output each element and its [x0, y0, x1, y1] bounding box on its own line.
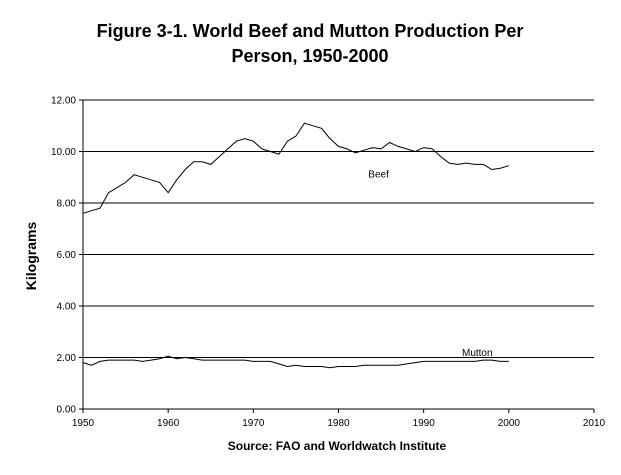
y-tick-label: 10.00: [51, 147, 76, 158]
x-tick-label: 1990: [413, 418, 436, 429]
series-lines: [82, 122, 509, 369]
series-labels: Beef Mutton: [368, 169, 492, 359]
y-axis-title: Kilograms: [23, 222, 39, 291]
y-tick-label: 8.00: [57, 199, 77, 210]
x-tick-label: 1960: [157, 418, 180, 429]
y-tick-label: 6.00: [57, 250, 77, 261]
x-tick-label: 1980: [327, 418, 350, 429]
x-tick-label: 1950: [72, 418, 95, 429]
x-tick-label: 1970: [242, 418, 265, 429]
axes: [79, 99, 595, 413]
y-tick-label: 4.00: [57, 302, 77, 313]
y-tick-label: 2.00: [57, 353, 77, 364]
x-tick-label: 2010: [583, 418, 606, 429]
y-tick-label: 12.00: [51, 96, 76, 107]
y-gridlines: [83, 99, 594, 358]
x-tick-label: 2000: [498, 418, 521, 429]
series-line-beef: [82, 122, 509, 214]
series-line-mutton: [82, 355, 509, 369]
source-note: Source: FAO and Worldwatch Institute: [228, 439, 447, 453]
y-tick-label: 0.00: [57, 405, 77, 416]
chart-title-line-1: Figure 3-1. World Beef and Mutton Produc…: [97, 21, 524, 41]
series-label-beef: Beef: [368, 169, 389, 180]
chart-title-line-2: Person, 1950-2000: [231, 46, 388, 66]
series-label-mutton: Mutton: [462, 348, 493, 359]
tick-labels: 0.00 2.00 4.00 6.00 8.00 10.00 12.00 1950 1960 19…: [51, 96, 606, 430]
